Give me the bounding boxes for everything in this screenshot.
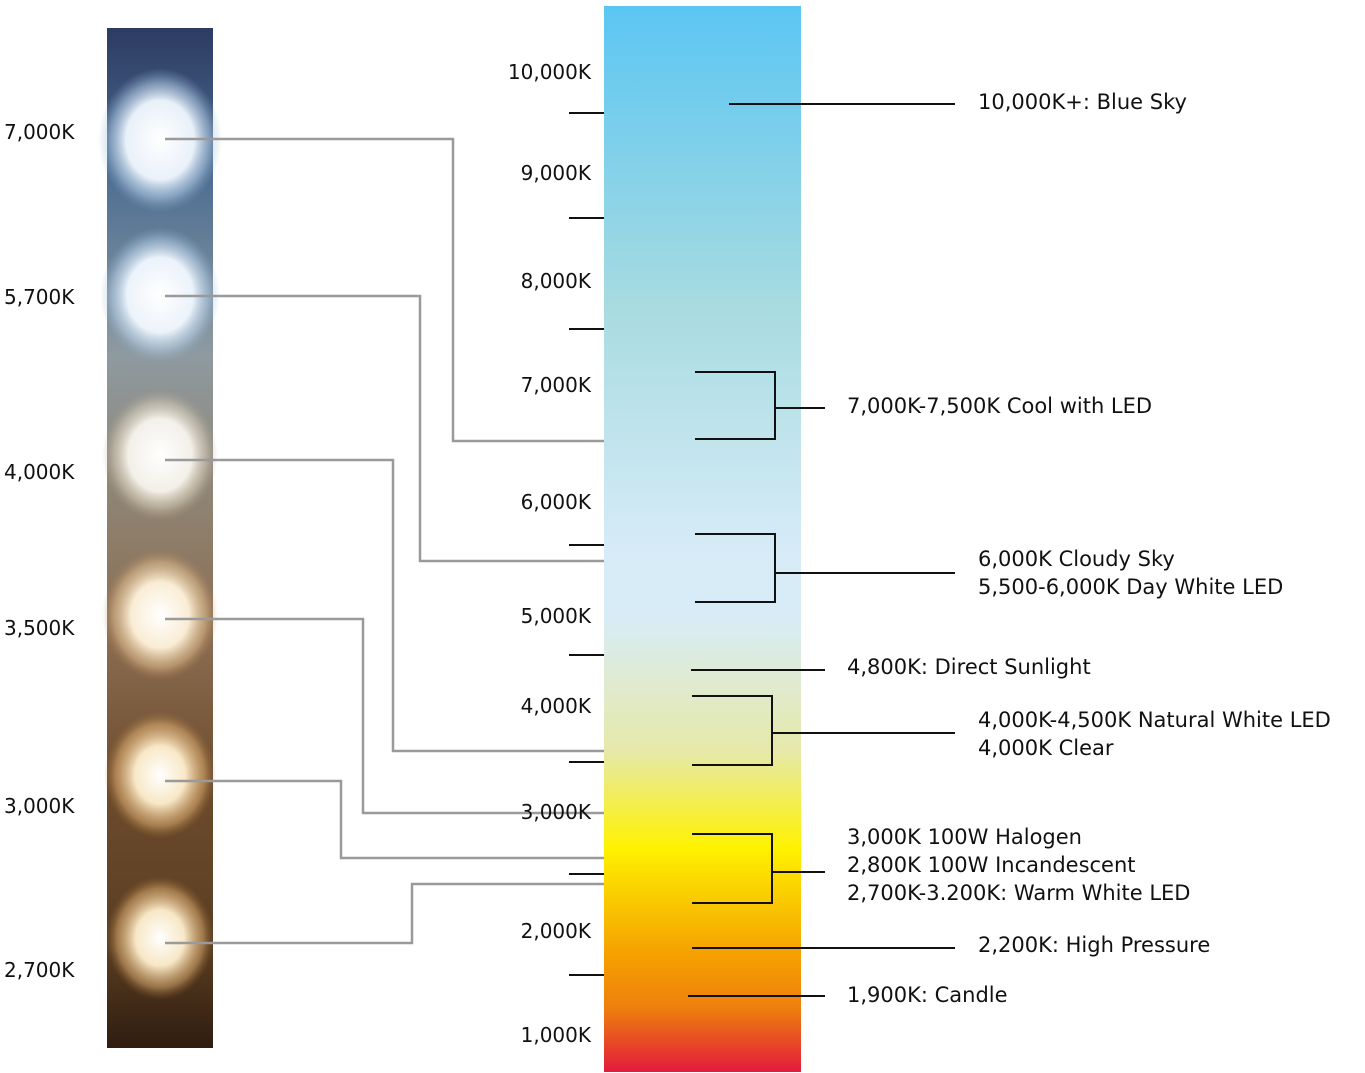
scale-label-4000k: 4,000K bbox=[520, 694, 591, 718]
scale-label-1000k: 1,000K bbox=[520, 1023, 591, 1047]
desc-candle: 1,900K: Candle bbox=[847, 981, 1008, 1009]
light-glows bbox=[98, 68, 222, 1000]
strip-label-7000k: 7,000K bbox=[4, 120, 75, 144]
desc-line: 6,000K Cloudy Sky bbox=[978, 547, 1175, 571]
desc-line: 4,000K Clear bbox=[978, 736, 1114, 760]
desc-line: 2,800K 100W Incandescent bbox=[847, 853, 1136, 877]
desc-line: 3,000K 100W Halogen bbox=[847, 825, 1082, 849]
glow-3000k bbox=[104, 711, 216, 839]
glow-2700k bbox=[106, 876, 214, 1000]
scale-label-3000k: 3,000K bbox=[520, 800, 591, 824]
connector-5700k bbox=[165, 294, 604, 563]
connector-3000k bbox=[165, 779, 604, 860]
desc-cool-led: 7,000K-7,500K Cool with LED bbox=[847, 392, 1152, 420]
desc-line: 10,000K+: Blue Sky bbox=[978, 90, 1187, 114]
desc-line: 7,000K-7,500K Cool with LED bbox=[847, 394, 1153, 418]
desc-line: 4,000K-4,500K Natural White LED bbox=[978, 708, 1331, 732]
desc-line: 5,500-6,000K Day White LED bbox=[978, 575, 1284, 599]
bracket-warm-white bbox=[692, 833, 773, 904]
bracket-cool-led bbox=[695, 371, 776, 440]
desc-cloudy-sky: 6,000K Cloudy Sky 5,500-6,000K Day White… bbox=[978, 545, 1283, 601]
strip-label-4000k: 4,000K bbox=[4, 460, 75, 484]
connector-2700k bbox=[165, 882, 604, 945]
desc-warm-white: 3,000K 100W Halogen 2,800K 100W Incandes… bbox=[847, 823, 1190, 907]
temperature-scale-bar bbox=[604, 6, 801, 1072]
desc-line: 2,200K: High Pressure bbox=[978, 933, 1211, 957]
scale-label-8000k: 8,000K bbox=[520, 269, 591, 293]
scale-label-9000k: 9,000K bbox=[520, 161, 591, 185]
scale-label-10000k: 10,000K bbox=[507, 60, 591, 84]
glow-7000k bbox=[98, 68, 222, 212]
desc-direct-sunlight: 4,800K: Direct Sunlight bbox=[847, 653, 1091, 681]
scale-label-2000k: 2,000K bbox=[520, 919, 591, 943]
bracket-cloudy-sky bbox=[695, 533, 776, 603]
connector-7000k bbox=[165, 137, 604, 443]
glow-3500k bbox=[102, 549, 218, 681]
strip-label-3500k: 3,500K bbox=[4, 616, 75, 640]
desc-line: 1,900K: Candle bbox=[847, 983, 1008, 1007]
strip-label-3000k: 3,000K bbox=[4, 794, 75, 818]
desc-line: 2,700K-3.200K: Warm White LED bbox=[847, 881, 1191, 905]
desc-natural-white: 4,000K-4,500K Natural White LED 4,000K C… bbox=[978, 706, 1331, 762]
bracket-natural-white bbox=[692, 695, 773, 766]
strip-connectors bbox=[165, 137, 604, 945]
strip-label-5700k: 5,700K bbox=[4, 285, 75, 309]
strip-label-2700k: 2,700K bbox=[4, 958, 75, 982]
scale-label-6000k: 6,000K bbox=[520, 490, 591, 514]
annotation-pointers bbox=[688, 103, 955, 997]
connector-4000k bbox=[165, 458, 604, 753]
desc-high-pressure: 2,200K: High Pressure bbox=[978, 931, 1210, 959]
glow-4000k bbox=[102, 389, 218, 521]
glow-5700k bbox=[100, 227, 220, 363]
scale-label-7000k: 7,000K bbox=[520, 373, 591, 397]
desc-blue-sky: 10,000K+: Blue Sky bbox=[978, 88, 1187, 116]
connector-3500k bbox=[165, 617, 604, 815]
desc-line: 4,800K: Direct Sunlight bbox=[847, 655, 1091, 679]
scale-ticks bbox=[569, 112, 604, 976]
scale-label-5000k: 5,000K bbox=[520, 604, 591, 628]
